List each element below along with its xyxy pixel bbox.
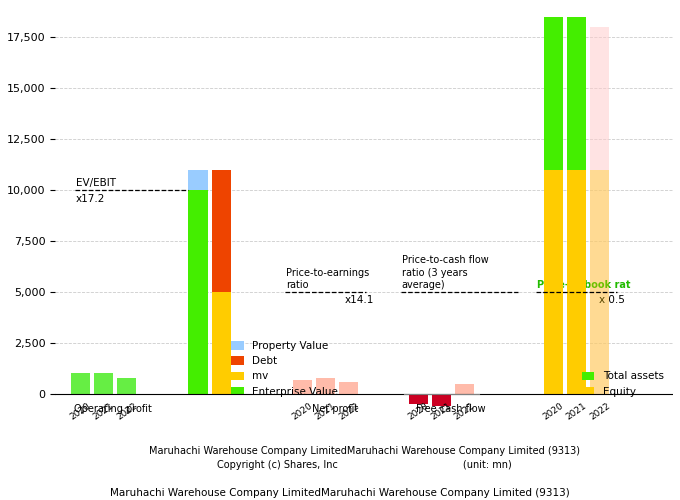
Text: Maruhachi Warehouse Company LimitedMaruhachi Warehouse Company Limited (9313): Maruhachi Warehouse Company LimitedMaruh…	[110, 488, 570, 498]
Text: 2022: 2022	[588, 401, 611, 421]
Bar	[544, 17, 563, 394]
Bar	[590, 28, 609, 394]
Bar	[211, 292, 231, 394]
Bar	[455, 384, 474, 394]
Text: Net profit: Net profit	[312, 404, 358, 414]
Text: 2021: 2021	[564, 401, 588, 421]
Bar	[71, 374, 90, 394]
Bar	[316, 378, 335, 394]
Bar	[567, 170, 586, 394]
Text: 2020: 2020	[541, 401, 565, 421]
Bar	[188, 190, 208, 394]
Text: 2022: 2022	[115, 401, 139, 421]
Text: 2020: 2020	[290, 401, 314, 421]
Bar	[409, 394, 428, 404]
Text: x14.1: x14.1	[345, 294, 374, 304]
Text: Copyright (c) Shares, Inc                                        (unit: mn): Copyright (c) Shares, Inc (unit: mn)	[217, 460, 511, 470]
Bar	[339, 382, 358, 394]
Text: 2022: 2022	[337, 401, 360, 421]
Text: 2021: 2021	[92, 401, 116, 421]
Bar	[117, 378, 137, 394]
Text: 2020: 2020	[407, 401, 430, 421]
Text: 2022: 2022	[453, 401, 477, 421]
Text: 2020: 2020	[69, 401, 92, 421]
Text: x 0.5: x 0.5	[598, 294, 625, 304]
Bar	[590, 170, 609, 394]
Bar	[188, 190, 208, 394]
Text: Price-to-earnings
ratio: Price-to-earnings ratio	[286, 268, 369, 290]
Bar	[544, 170, 563, 394]
Bar	[188, 170, 208, 394]
Legend: Total assets, Equity: Total assets, Equity	[578, 368, 668, 401]
Bar	[567, 17, 586, 394]
Text: Price-to-cash flow
ratio (3 years
average): Price-to-cash flow ratio (3 years averag…	[402, 255, 488, 290]
Text: 2021: 2021	[313, 401, 337, 421]
Text: Operating profit: Operating profit	[74, 404, 152, 414]
Bar	[432, 394, 451, 424]
Text: Price-to-book rat: Price-to-book rat	[537, 280, 630, 290]
Text: Free cash flow: Free cash flow	[416, 404, 486, 414]
Bar	[293, 380, 312, 394]
Text: Maruhachi Warehouse Company LimitedMaruhachi Warehouse Company Limited (9313): Maruhachi Warehouse Company LimitedMaruh…	[149, 446, 579, 456]
Text: 2021: 2021	[430, 401, 454, 421]
Bar	[94, 374, 113, 394]
Text: x17.2: x17.2	[75, 194, 105, 204]
Text: EV/EBIT: EV/EBIT	[75, 178, 116, 188]
Bar	[211, 170, 231, 394]
